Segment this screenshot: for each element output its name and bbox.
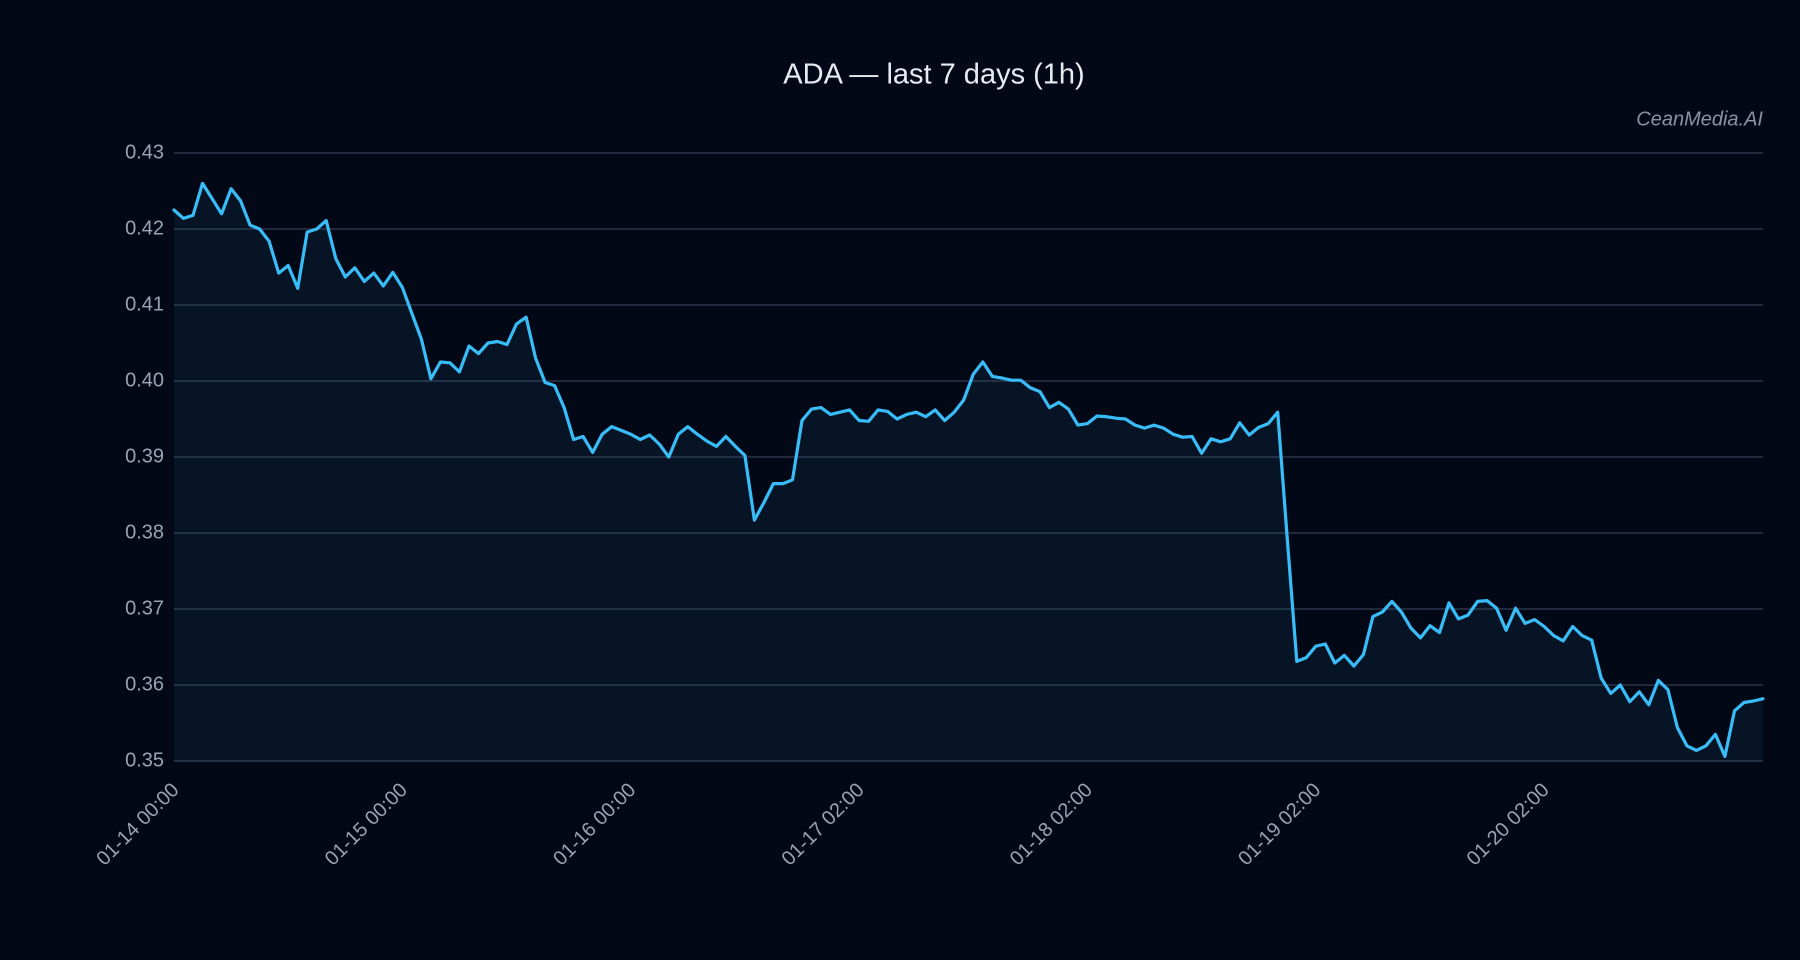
y-tick-label: 0.38 [125, 521, 164, 543]
y-tick-label: 0.39 [125, 445, 164, 467]
line [172, 181, 1765, 758]
x-tick-label: 01-19 02:00 [1234, 779, 1325, 870]
y-tick-label: 0.43 [125, 141, 164, 163]
chart-title: ADA — last 7 days (1h) [783, 59, 1084, 91]
y-tick-label: 0.40 [125, 369, 164, 391]
x-tick-label: 01-15 00:00 [321, 779, 412, 870]
y-tick-label: 0.36 [125, 673, 164, 695]
x-tick-label: 01-14 00:00 [92, 779, 183, 870]
y-tick-label: 0.37 [125, 597, 164, 619]
x-tick-label: 01-17 02:00 [778, 779, 869, 870]
y-tick-label: 0.41 [125, 293, 164, 315]
x-tick-label: 01-18 02:00 [1006, 779, 1097, 870]
x-tick-label: 01-16 00:00 [549, 779, 640, 870]
x-tick-label: 01-20 02:00 [1463, 779, 1554, 870]
watermark: CeanMedia.AI [1636, 108, 1763, 130]
y-tick-label: 0.42 [125, 217, 164, 239]
y-tick-label: 0.35 [125, 749, 164, 771]
area [174, 183, 1763, 761]
